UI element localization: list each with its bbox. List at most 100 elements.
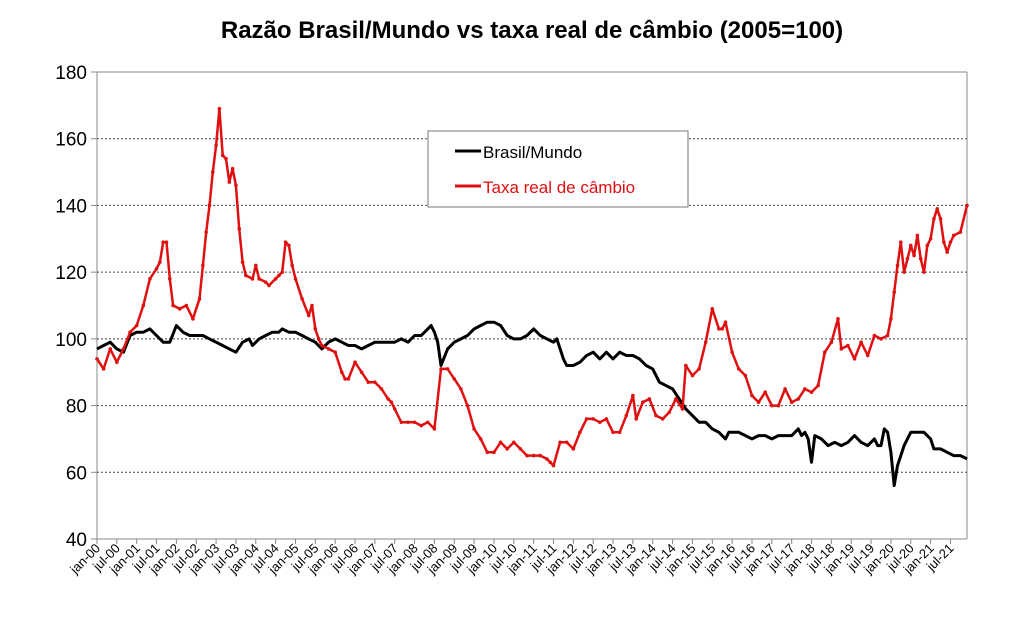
data-point (932, 216, 936, 221)
data-point (899, 240, 903, 244)
legend: Brasil/Mundo Taxa real de câmbio (427, 130, 689, 208)
data-point (406, 420, 410, 425)
data-point (905, 257, 910, 261)
data-point (846, 343, 850, 348)
data-point (908, 243, 913, 248)
data-point (333, 350, 337, 355)
data-point (935, 206, 940, 211)
data-point (948, 240, 953, 244)
data-point (743, 373, 748, 378)
data-point (392, 407, 397, 411)
data-point (816, 383, 820, 388)
data-point (674, 397, 678, 401)
data-point (703, 340, 708, 344)
data-point (164, 240, 169, 244)
data-point (892, 290, 897, 294)
data-point (922, 270, 926, 274)
data-point (951, 233, 956, 238)
data-point (915, 233, 920, 238)
data-point (617, 430, 622, 435)
data-point (578, 430, 582, 435)
data-point (945, 250, 949, 254)
series-line-taxa-real (95, 107, 969, 467)
data-point (313, 327, 318, 331)
legend-box (427, 130, 689, 208)
data-point (353, 360, 357, 365)
data-point (389, 400, 394, 405)
data-point (425, 420, 430, 425)
data-point (965, 203, 969, 208)
data-point (720, 327, 725, 331)
data-point (158, 260, 162, 264)
data-point (240, 260, 245, 264)
data-point (101, 367, 106, 371)
data-point (518, 447, 523, 451)
data-point (263, 280, 268, 284)
data-point (756, 400, 761, 405)
data-point (859, 340, 863, 344)
y-tick-label: 100 (55, 330, 87, 351)
y-tick-label: 160 (55, 130, 87, 151)
data-point (512, 440, 516, 445)
data-point (634, 417, 639, 421)
data-point (584, 417, 589, 421)
data-point (154, 267, 159, 271)
data-point (942, 240, 946, 244)
data-point (326, 347, 331, 351)
data-point (320, 343, 324, 348)
data-point (525, 453, 529, 458)
data-point (412, 420, 417, 425)
data-point (918, 257, 923, 261)
data-point (115, 360, 119, 365)
data-point (902, 270, 906, 274)
data-point (452, 377, 457, 381)
data-point (177, 307, 182, 311)
data-point (234, 183, 238, 188)
data-point (161, 240, 165, 244)
data-point (538, 453, 543, 458)
data-point (287, 243, 291, 248)
data-point (912, 253, 916, 258)
data-point (839, 347, 844, 351)
data-point (809, 390, 814, 395)
data-point (641, 400, 645, 405)
data-point (852, 357, 857, 361)
data-point (244, 273, 248, 278)
data-point (201, 263, 205, 268)
data-point (399, 420, 404, 425)
data-point (217, 106, 222, 111)
data-point (604, 417, 609, 421)
y-tick-label: 180 (55, 63, 87, 84)
data-point (564, 440, 569, 445)
data-point (684, 363, 688, 368)
data-point (373, 380, 377, 385)
data-point (207, 203, 212, 208)
data-point (770, 403, 774, 408)
data-point (280, 270, 285, 274)
data-point (598, 420, 602, 425)
y-tick-label: 40 (66, 530, 87, 551)
data-point (210, 170, 215, 174)
data-point (459, 387, 463, 391)
data-point (558, 440, 562, 445)
data-point (736, 367, 741, 371)
data-point (290, 263, 294, 268)
y-tick-label: 80 (66, 397, 87, 418)
data-point (257, 277, 261, 281)
data-point (925, 243, 930, 248)
data-point (750, 393, 754, 398)
data-point (928, 236, 933, 241)
data-point (283, 240, 288, 244)
data-point (197, 297, 202, 301)
data-point (121, 347, 126, 351)
data-point (478, 437, 483, 441)
data-point (204, 230, 208, 234)
data-point (829, 340, 834, 344)
data-point (836, 317, 840, 321)
data-point (316, 337, 321, 341)
data-point (253, 263, 258, 268)
y-tick-label: 120 (55, 263, 87, 284)
data-point (571, 447, 576, 451)
data-point (134, 323, 139, 328)
data-point (250, 277, 255, 281)
